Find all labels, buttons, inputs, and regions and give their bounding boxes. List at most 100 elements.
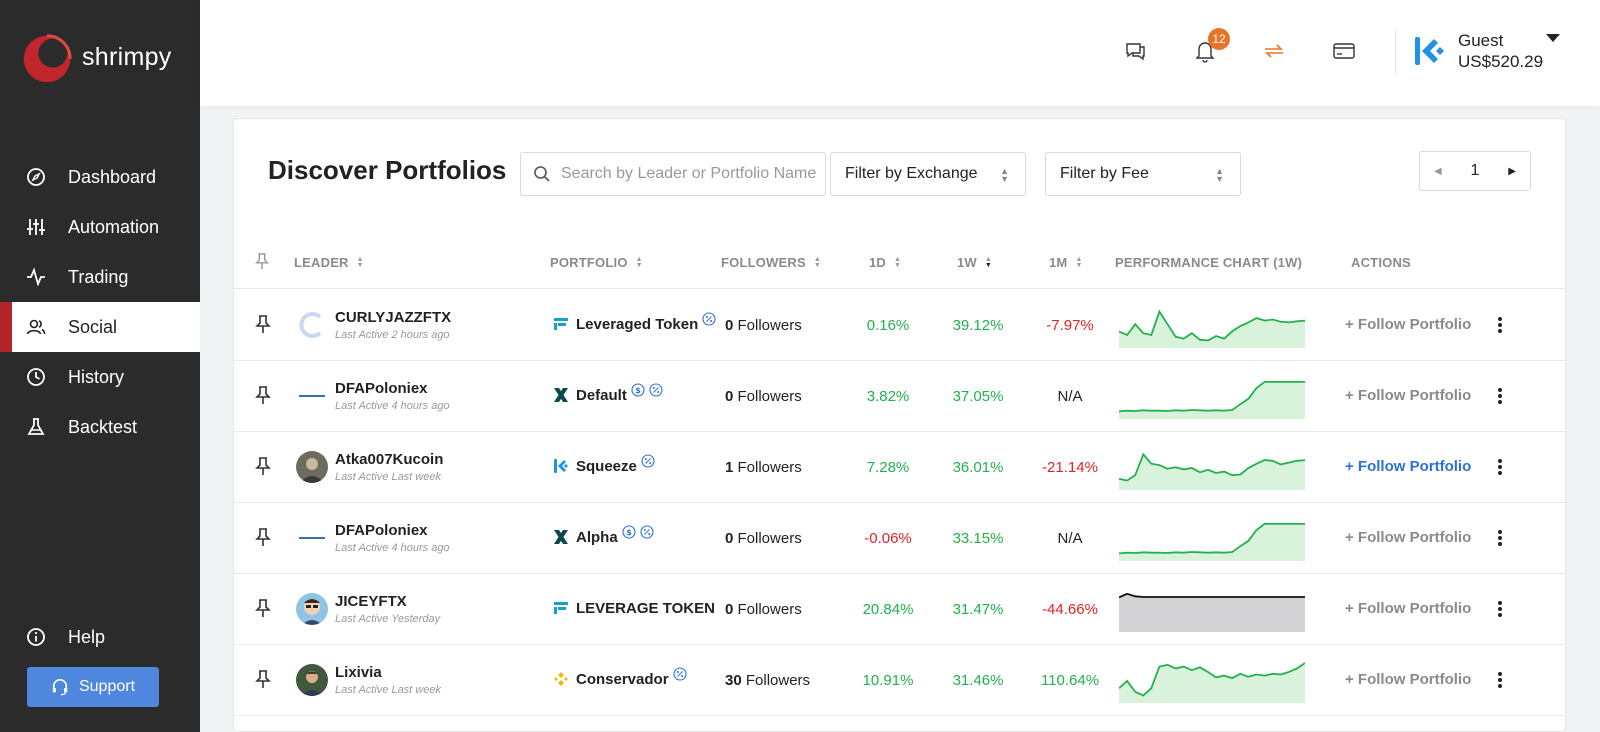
svg-text:$: $ xyxy=(626,528,632,537)
filter-fee-select[interactable]: Filter by Fee ▲ ▼ xyxy=(1045,152,1241,196)
portfolio-label: Squeeze xyxy=(576,457,637,475)
return-1m: N/A xyxy=(1057,388,1083,405)
table-row: DFAPoloniex Last Active 4 hours ago Alph… xyxy=(234,503,1565,574)
sparkline-line xyxy=(1119,452,1305,482)
more-options-icon[interactable] xyxy=(1494,599,1506,619)
col-1m[interactable]: 1M ▲ ▼ xyxy=(1049,255,1083,270)
pin-icon[interactable] xyxy=(254,527,274,547)
next-page-icon[interactable]: ▶ xyxy=(1508,165,1516,177)
card-icon[interactable] xyxy=(1329,36,1359,66)
pin-icon[interactable] xyxy=(254,385,274,405)
leader-last-active: Last Active 2 hours ago xyxy=(335,329,450,341)
more-options-icon[interactable] xyxy=(1494,528,1506,548)
col-1w[interactable]: 1W ▲ ▼ xyxy=(957,255,993,270)
page-title: Discover Portfolios xyxy=(268,155,507,185)
pagination: ◀ 1 ▶ xyxy=(1419,151,1531,191)
sidebar-item-dashboard[interactable]: Dashboard xyxy=(0,152,200,202)
col-portfolio[interactable]: PORTFOLIO ▲ ▼ xyxy=(550,255,643,270)
follow-portfolio-button[interactable]: + Follow Portfolio xyxy=(1345,600,1472,617)
filter-exchange-select[interactable]: Filter by Exchange ▲ ▼ xyxy=(830,152,1026,196)
transfer-icon[interactable] xyxy=(1259,36,1289,66)
sort-icon: ▲ ▼ xyxy=(356,255,364,269)
sidebar-item-label: History xyxy=(68,366,125,387)
account-menu[interactable]: Guest US$520.29 xyxy=(1412,30,1543,72)
leader-name[interactable]: Atka007Kucoin xyxy=(335,451,444,468)
leader-name[interactable]: Lixivia xyxy=(335,664,382,681)
search-icon xyxy=(534,166,550,182)
performance-sparkline xyxy=(1119,662,1305,703)
account-dropdown-caret[interactable] xyxy=(1546,34,1560,42)
info-icon xyxy=(26,627,46,647)
sparkline-area xyxy=(1119,381,1305,419)
search-input[interactable] xyxy=(561,165,821,183)
more-options-icon[interactable] xyxy=(1494,457,1506,477)
sparkline-area xyxy=(1119,663,1305,703)
bell-icon[interactable] xyxy=(1190,36,1220,66)
compass-icon xyxy=(26,167,46,187)
avatar[interactable] xyxy=(296,309,328,341)
follow-portfolio-button[interactable]: + Follow Portfolio xyxy=(1345,671,1472,688)
portfolio-label: Default xyxy=(576,386,627,404)
sort-icon: ▲ ▼ xyxy=(1075,255,1083,269)
sidebar-item-social[interactable]: Social xyxy=(0,302,200,352)
col-followers[interactable]: FOLLOWERS ▲ ▼ xyxy=(721,255,821,270)
performance-sparkline xyxy=(1119,523,1305,561)
sparkline-line xyxy=(1119,592,1305,599)
sidebar-item-automation[interactable]: Automation xyxy=(0,202,200,252)
avatar[interactable] xyxy=(296,380,328,412)
notification-badge: 12 xyxy=(1208,28,1230,50)
sidebar-item-label: Help xyxy=(68,626,106,647)
pin-icon[interactable] xyxy=(254,669,274,689)
table-header: LEADER ▲ ▼ PORTFOLIO ▲ ▼ FOLLOWERS ▲ ▼ 1D ▲ ▼ 1W… xyxy=(234,237,1565,289)
more-options-icon[interactable] xyxy=(1494,670,1506,690)
shrimpy-logo-icon xyxy=(23,34,72,83)
sidebar-item-label: Automation xyxy=(68,216,160,237)
pin-icon[interactable] xyxy=(254,598,274,618)
sidebar-item-trading[interactable]: Trading xyxy=(0,252,200,302)
sparkline-line xyxy=(1119,381,1305,413)
leader-last-active: Last Active 4 hours ago xyxy=(335,400,450,412)
more-options-icon[interactable] xyxy=(1494,386,1506,406)
follow-portfolio-button[interactable]: + Follow Portfolio xyxy=(1345,387,1472,404)
poloniex-icon xyxy=(552,386,570,404)
portfolio-name[interactable]: Conservador xyxy=(552,667,687,688)
portfolio-name[interactable]: Default $ xyxy=(552,383,663,404)
sidebar-item-history[interactable]: History xyxy=(0,352,200,402)
account-info: Guest US$520.29 xyxy=(1458,30,1543,72)
table-row: JICEYFTX Last Active Yesterday LEVERAGE … xyxy=(234,574,1565,645)
avatar[interactable] xyxy=(296,664,328,696)
leader-name[interactable]: JICEYFTX xyxy=(335,593,407,610)
col-leader[interactable]: LEADER ▲ ▼ xyxy=(294,255,364,270)
headset-icon xyxy=(52,678,68,696)
updown-icon: ▲ ▼ xyxy=(1215,166,1224,184)
portfolio-name[interactable]: Squeeze xyxy=(552,454,655,475)
return-1w: 39.12% xyxy=(952,317,1004,334)
leader-name[interactable]: DFAPoloniex xyxy=(335,380,428,397)
col-1d[interactable]: 1D ▲ ▼ xyxy=(869,255,902,270)
pin-icon[interactable] xyxy=(254,314,274,334)
follow-portfolio-button[interactable]: + Follow Portfolio xyxy=(1345,458,1472,475)
kucoin-icon xyxy=(552,457,570,475)
leader-name[interactable]: DFAPoloniex xyxy=(335,522,428,539)
support-button[interactable]: Support xyxy=(27,667,159,707)
pin-icon[interactable] xyxy=(254,456,274,476)
more-options-icon[interactable] xyxy=(1494,315,1506,335)
avatar[interactable] xyxy=(296,451,328,483)
portfolio-name[interactable]: Leveraged Token xyxy=(552,312,716,333)
sidebar-item-help[interactable]: Help xyxy=(0,612,200,662)
prev-page-icon[interactable]: ◀ xyxy=(1434,165,1442,177)
leader-last-active: Last Active Yesterday xyxy=(335,613,441,625)
percent-badge-icon xyxy=(672,667,687,681)
follow-portfolio-button[interactable]: + Follow Portfolio xyxy=(1345,529,1472,546)
top-header: 12 Guest US$520.29 xyxy=(200,0,1600,106)
follow-portfolio-button[interactable]: + Follow Portfolio xyxy=(1345,316,1472,333)
leader-name[interactable]: CURLYJAZZFTX xyxy=(335,309,452,326)
shrimpy-logo[interactable]: shrimpy xyxy=(18,28,172,86)
avatar[interactable] xyxy=(296,522,328,554)
sidebar-item-backtest[interactable]: Backtest xyxy=(0,402,200,452)
portfolio-name[interactable]: LEVERAGE TOKEN xyxy=(552,599,715,617)
portfolio-name[interactable]: Alpha $ xyxy=(552,525,654,546)
chat-icon[interactable] xyxy=(1120,36,1150,66)
search-box[interactable] xyxy=(520,152,826,196)
avatar[interactable] xyxy=(296,593,328,625)
